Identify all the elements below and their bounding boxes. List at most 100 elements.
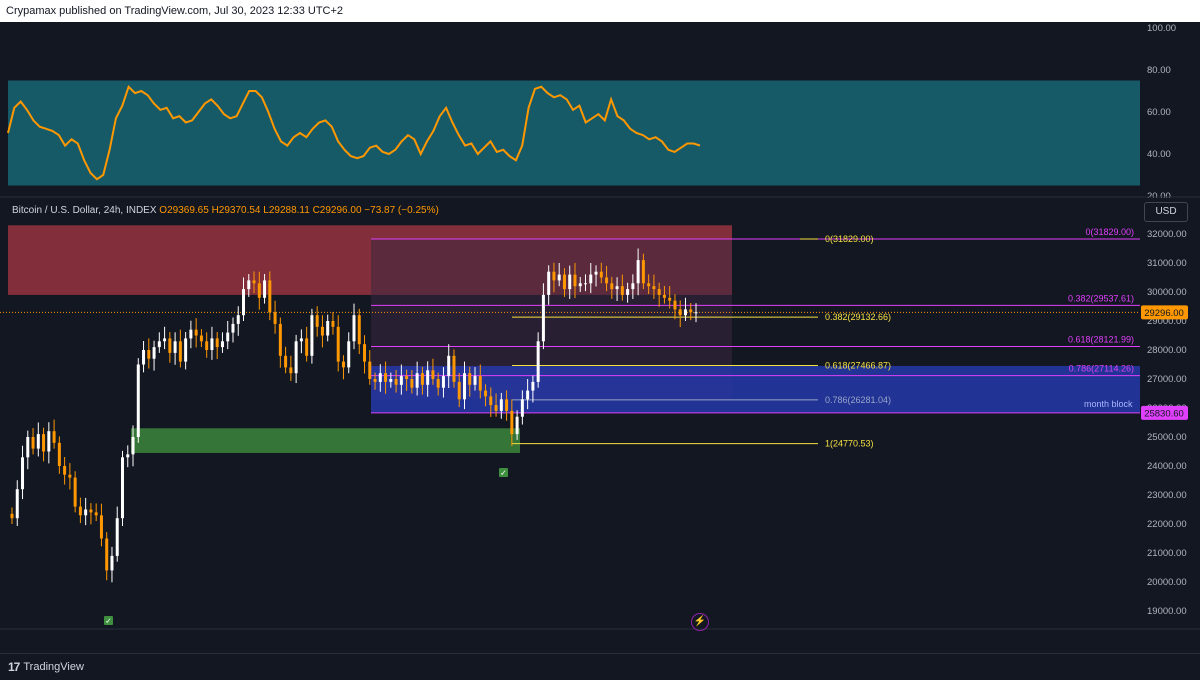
candle-body — [689, 309, 693, 313]
candle-body — [278, 323, 282, 356]
price-tick-label: 27000.00 — [1147, 374, 1187, 385]
price-tag — [1141, 405, 1188, 420]
candle-body — [468, 373, 472, 385]
candle-body — [299, 338, 303, 342]
candle-body — [436, 379, 440, 388]
candle-body — [57, 442, 61, 466]
candle-body — [215, 338, 219, 348]
candle-body — [584, 283, 588, 285]
candle-body — [389, 379, 393, 382]
candle-body — [105, 538, 109, 571]
candle-body — [662, 294, 666, 298]
candle-body — [184, 338, 188, 362]
candle-body — [652, 286, 656, 290]
candle-body — [136, 364, 140, 437]
candle-body — [589, 274, 593, 284]
candle-body — [615, 286, 619, 290]
candle-body — [42, 434, 46, 452]
candle-body — [252, 280, 256, 284]
demand-zone — [131, 428, 520, 453]
candle-body — [405, 376, 409, 379]
price-tick-label: 28000.00 — [1147, 345, 1187, 356]
candle-body — [142, 350, 146, 365]
fib-label-magenta: 0(31829.00) — [1085, 227, 1134, 237]
rsi-tick-label: 80.00 — [1147, 65, 1171, 76]
fib-label-yellow: 0(31829.00) — [825, 234, 874, 244]
candle-body — [126, 454, 130, 458]
candle-body — [541, 294, 545, 342]
candle-body — [568, 274, 572, 290]
candle-body — [378, 373, 382, 382]
symbol-legend: Bitcoin / U.S. Dollar, 24h, INDEX O29369… — [12, 205, 439, 216]
candle-body — [447, 355, 451, 377]
candle-body — [494, 405, 498, 411]
candle-body — [363, 344, 367, 362]
candle-body — [626, 289, 630, 295]
candle-body — [168, 338, 172, 353]
rsi-tick-label: 20.00 — [1147, 191, 1171, 198]
candle-body — [547, 271, 551, 295]
price-tick-label: 20000.00 — [1147, 577, 1187, 588]
candle-body — [147, 350, 151, 359]
price-tick-label: 31000.00 — [1147, 258, 1187, 269]
rsi-pane[interactable]: 100.00 80.00 60.00 40.00 20.00 — [0, 22, 1200, 198]
candle-body — [331, 321, 335, 327]
candle-body — [484, 390, 488, 397]
candle-body — [173, 341, 177, 353]
currency-button[interactable]: USD — [1144, 202, 1188, 222]
candle-body — [473, 376, 477, 385]
candle-body — [636, 260, 640, 284]
candle-body — [326, 321, 330, 336]
candle-body — [226, 332, 230, 342]
candle-body — [284, 355, 288, 368]
candle-body — [694, 312, 698, 314]
candle-body — [352, 315, 356, 342]
candle-body — [152, 347, 156, 359]
candle-body — [594, 271, 598, 275]
symbol-name: Bitcoin / U.S. Dollar, 24h, INDEX — [12, 205, 157, 216]
candle-body — [10, 513, 14, 519]
candle-body — [489, 396, 493, 406]
candle-body — [573, 274, 577, 287]
candle-body — [15, 489, 19, 519]
tradingview-logo[interactable]: 17 TradingView — [8, 660, 84, 674]
price-tick-label: 22000.00 — [1147, 519, 1187, 530]
price-tag — [1141, 305, 1188, 320]
candle-body — [341, 361, 345, 368]
candle-body — [131, 437, 135, 455]
price-pane[interactable]: month block 0(31829.00) 0.382(29537.61) 0.6… — [0, 198, 1200, 630]
candle-body — [552, 271, 556, 281]
candle-body — [310, 315, 314, 356]
candle-body — [78, 506, 82, 516]
candle-body — [231, 323, 235, 333]
rsi-band — [8, 80, 1140, 186]
price-tick-label: 19000.00 — [1147, 606, 1187, 617]
candle-body — [199, 335, 203, 342]
candle-body — [505, 399, 509, 411]
price-tick-label: 23000.00 — [1147, 490, 1187, 501]
candle-body — [36, 434, 40, 449]
candle-body — [210, 338, 214, 350]
candle-body — [84, 509, 88, 516]
candle-body — [657, 289, 661, 295]
candle-body — [63, 466, 67, 475]
checkmark-icon — [104, 616, 113, 625]
candle-body — [520, 399, 524, 417]
candle-body — [431, 370, 435, 379]
candle-body — [68, 474, 72, 478]
candle-body — [420, 373, 424, 385]
candle-body — [73, 477, 77, 507]
candle-body — [120, 457, 124, 519]
candle-body — [557, 274, 561, 281]
fib-label-yellow: 0.786(26281.04) — [825, 395, 891, 405]
price-tag-label: 25830.60 — [1144, 408, 1184, 419]
candle-body — [647, 283, 651, 287]
candle-body — [441, 376, 445, 388]
lightning-bolt-icon[interactable]: ⚡ — [691, 613, 709, 631]
checkmark-glyph: ✓ — [105, 617, 112, 626]
rsi-line — [7, 84, 701, 181]
candle-body — [536, 341, 540, 382]
candle-body — [110, 555, 114, 571]
price-tick-label: 30000.00 — [1147, 287, 1187, 298]
price-tick-label: 32000.00 — [1147, 229, 1187, 240]
